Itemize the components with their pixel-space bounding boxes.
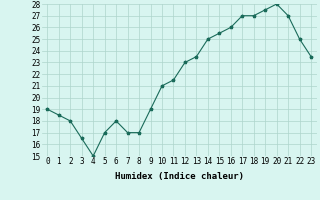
X-axis label: Humidex (Indice chaleur): Humidex (Indice chaleur) [115, 172, 244, 181]
